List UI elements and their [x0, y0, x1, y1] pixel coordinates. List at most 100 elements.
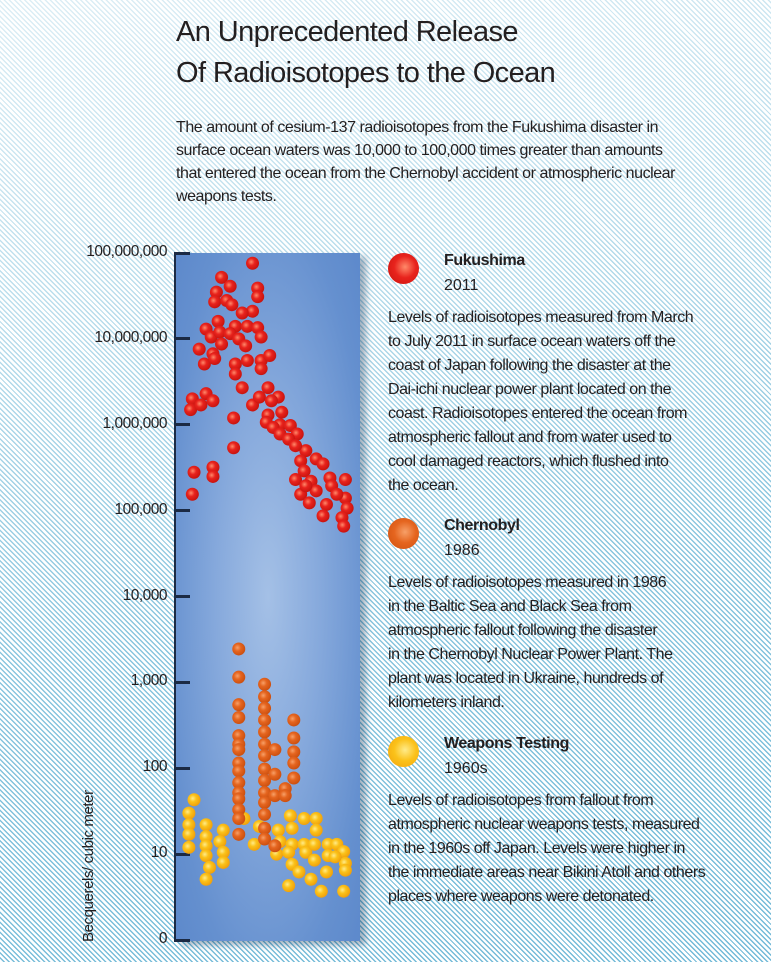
- data-point: [246, 304, 260, 318]
- data-point: [252, 390, 266, 404]
- data-point: [215, 337, 229, 351]
- data-point: [338, 473, 352, 487]
- data-point: [254, 362, 268, 376]
- data-point: [271, 823, 285, 837]
- data-point: [287, 713, 301, 727]
- legend-name: Fukushima: [444, 252, 525, 269]
- intro-line: The amount of cesium-137 radioisotopes f…: [176, 119, 659, 136]
- desc-line: cool damaged reactors, which flushed int…: [388, 453, 669, 470]
- data-point: [240, 319, 254, 333]
- data-point: [208, 352, 222, 366]
- data-point: [258, 737, 272, 751]
- data-point: [213, 835, 227, 849]
- data-point: [314, 884, 328, 898]
- legend-name: Chernobyl: [444, 517, 520, 534]
- data-point: [206, 460, 220, 474]
- data-point: [232, 642, 246, 656]
- data-point: [297, 811, 311, 825]
- data-point: [275, 405, 289, 419]
- data-point: [289, 439, 303, 453]
- data-point: [187, 465, 201, 479]
- data-point: [299, 444, 313, 458]
- data-point: [197, 357, 211, 371]
- data-point: [232, 743, 246, 757]
- data-point: [247, 837, 261, 851]
- data-point: [309, 823, 323, 837]
- data-point: [225, 298, 239, 312]
- desc-line: Dai-ichi nuclear power plant located on …: [388, 381, 672, 398]
- data-point: [216, 845, 230, 859]
- desc-line: places where weapons were detonated.: [388, 888, 654, 905]
- data-point: [254, 330, 268, 344]
- series-chernobyl: [232, 642, 301, 853]
- data-point: [228, 367, 242, 381]
- data-point: [309, 811, 323, 825]
- intro-line: surface ocean waters was 10,000 to 100,0…: [176, 142, 663, 159]
- data-point: [206, 394, 220, 408]
- desc-line: plant was located in Ukraine, hundreds o…: [388, 670, 664, 687]
- y-tick-label: 10,000,000: [94, 328, 167, 346]
- data-point: [182, 827, 196, 841]
- data-point: [261, 381, 275, 395]
- data-point: [211, 314, 225, 328]
- data-point: [292, 865, 306, 879]
- data-point: [268, 767, 282, 781]
- data-point: [182, 840, 196, 854]
- data-point: [258, 713, 272, 727]
- data-point: [337, 519, 351, 533]
- legend-description: Levels of radioisotopes measured from Ma…: [388, 306, 768, 498]
- desc-line: to July 2011 in surface ocean waters off…: [388, 333, 676, 350]
- data-point: [182, 806, 196, 820]
- y-tick-mark: [174, 509, 190, 513]
- data-point: [287, 756, 301, 770]
- data-point: [302, 496, 316, 510]
- data-point: [330, 487, 344, 501]
- data-point: [287, 745, 301, 759]
- data-point: [319, 497, 333, 511]
- legend-description: Levels of radioisotopes measured in 1986…: [388, 571, 768, 715]
- data-point: [258, 701, 272, 715]
- data-point: [232, 776, 246, 790]
- data-point: [278, 789, 292, 803]
- y-tick-mark: [174, 852, 190, 856]
- data-point: [216, 823, 230, 837]
- legend-year: 2011: [444, 277, 479, 294]
- y-tick-label: 100,000: [114, 500, 167, 518]
- y-tick-label: 10: [150, 844, 168, 862]
- data-point: [297, 464, 311, 478]
- data-point: [240, 353, 254, 367]
- data-point: [258, 749, 272, 763]
- data-point: [319, 865, 333, 879]
- chernobyl-marker-icon: [388, 518, 419, 549]
- data-point: [187, 793, 201, 807]
- data-point: [307, 837, 321, 851]
- data-point: [215, 270, 229, 284]
- data-point: [268, 789, 282, 803]
- fukushima-marker-icon: [388, 253, 419, 284]
- data-point: [268, 839, 282, 853]
- data-point: [216, 855, 230, 869]
- data-point: [232, 803, 246, 817]
- data-point: [232, 710, 246, 724]
- data-point: [337, 884, 351, 898]
- data-point: [246, 256, 260, 270]
- data-point: [258, 795, 272, 809]
- data-point: [338, 863, 352, 877]
- page-title: An Unprecedented Release Of Radioisotope…: [176, 12, 556, 94]
- desc-line: atmospheric fallout following the disast…: [388, 622, 658, 639]
- data-point: [182, 818, 196, 832]
- y-tick-mark: [174, 337, 190, 341]
- weapons-testing-marker-icon: [388, 736, 419, 767]
- data-point: [199, 839, 213, 853]
- data-point: [316, 457, 330, 471]
- y-tick-mark: [174, 680, 190, 684]
- data-point: [232, 764, 246, 778]
- data-point: [251, 290, 265, 304]
- data-point: [294, 454, 308, 468]
- data-point: [232, 827, 246, 841]
- data-point: [208, 295, 222, 309]
- desc-line: in the 1960s off Japan. Levels were high…: [388, 840, 686, 857]
- data-point: [227, 441, 241, 455]
